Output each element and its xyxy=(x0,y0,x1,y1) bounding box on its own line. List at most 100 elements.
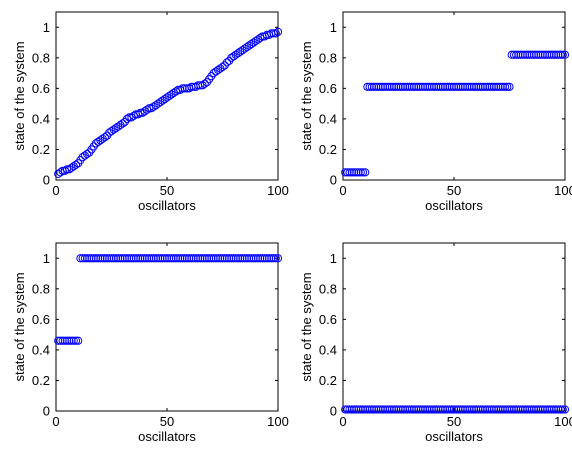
data-point xyxy=(198,254,207,263)
y-tick-label: 1 xyxy=(43,251,50,266)
data-point xyxy=(174,254,183,263)
data-point xyxy=(273,254,283,263)
y-tick-label: 0.2 xyxy=(32,142,50,157)
data-point xyxy=(258,254,267,263)
data-point xyxy=(425,405,434,414)
data-point xyxy=(383,82,392,91)
data-point xyxy=(341,405,350,414)
data-point xyxy=(529,405,539,414)
data-point xyxy=(142,254,152,263)
data-point xyxy=(127,254,136,263)
data-point xyxy=(372,405,381,414)
data-point xyxy=(425,82,434,91)
x-tick-label: 0 xyxy=(339,414,346,429)
x-tick-label: 100 xyxy=(554,183,572,198)
data-point xyxy=(498,405,507,414)
x-tick-label: 100 xyxy=(267,414,289,429)
y-tick-label: 0 xyxy=(330,173,337,188)
data-point xyxy=(394,405,403,414)
data-point xyxy=(545,405,554,414)
data-point xyxy=(507,405,516,414)
data-point xyxy=(418,405,428,414)
data-point xyxy=(392,82,401,91)
data-point xyxy=(111,254,121,263)
data-point xyxy=(483,405,492,414)
data-point xyxy=(412,82,421,91)
data-point xyxy=(389,405,399,414)
data-point xyxy=(467,405,476,414)
data-point xyxy=(180,254,189,263)
data-point xyxy=(443,82,452,91)
data-point xyxy=(405,82,414,91)
data-point xyxy=(503,405,512,414)
tick-group: 0 50 100 0 0.2 0.4 0.6 0.8 1 xyxy=(32,12,289,198)
data-point xyxy=(240,254,249,263)
data-point xyxy=(409,405,419,414)
data-point xyxy=(447,405,456,414)
data-point xyxy=(547,50,556,59)
data-point xyxy=(472,405,481,414)
data-point xyxy=(554,405,563,414)
data-point xyxy=(107,254,116,263)
data-point xyxy=(209,254,218,263)
y-axis-label: state of the system xyxy=(12,41,27,150)
data-point xyxy=(376,405,385,414)
axes-frame xyxy=(342,242,566,412)
marker-group xyxy=(54,27,283,178)
data-point xyxy=(229,254,238,263)
data-point xyxy=(256,254,265,263)
data-point xyxy=(82,254,92,263)
data-point xyxy=(532,405,541,414)
y-tick-label: 0.6 xyxy=(319,312,337,327)
data-point xyxy=(80,254,89,263)
data-point xyxy=(434,405,443,414)
data-point xyxy=(387,405,396,414)
data-point xyxy=(429,82,439,91)
data-point xyxy=(131,254,141,263)
subplot-1: 0 50 100 0 0.2 0.4 0.6 0.8 1 oscillators state o… xyxy=(12,11,289,213)
data-point xyxy=(233,254,243,263)
data-point xyxy=(389,82,399,91)
data-point xyxy=(469,82,479,91)
data-point xyxy=(134,254,143,263)
data-point xyxy=(403,405,412,414)
data-point xyxy=(432,82,441,91)
data-point xyxy=(262,254,271,263)
subplot-3: 0 50 100 0 0.2 0.4 0.6 0.8 1 oscillators state o… xyxy=(12,242,289,444)
data-point xyxy=(105,254,114,263)
data-point xyxy=(140,254,149,263)
y-tick-label: 1 xyxy=(330,20,337,35)
data-point xyxy=(549,405,559,414)
data-point xyxy=(193,254,203,263)
data-point xyxy=(350,168,359,177)
data-point xyxy=(552,50,561,59)
data-point xyxy=(69,336,78,345)
data-point xyxy=(407,405,416,414)
data-point xyxy=(96,254,105,263)
tick-group: 0 50 100 0 0.2 0.4 0.6 0.8 1 xyxy=(319,12,572,198)
data-point xyxy=(487,405,496,414)
data-point xyxy=(500,405,510,414)
data-point xyxy=(207,254,216,263)
data-point xyxy=(156,254,165,263)
data-point xyxy=(367,405,376,414)
data-point xyxy=(478,82,487,91)
data-point xyxy=(222,58,232,67)
data-point xyxy=(556,405,565,414)
data-point xyxy=(160,254,169,263)
data-point xyxy=(196,81,205,90)
data-point xyxy=(343,405,352,414)
data-point xyxy=(512,405,521,414)
data-point xyxy=(245,254,254,263)
data-point xyxy=(82,149,92,159)
data-point xyxy=(260,254,269,263)
data-point xyxy=(527,405,536,414)
data-point xyxy=(396,82,405,91)
data-point xyxy=(271,254,280,263)
data-point xyxy=(514,405,523,414)
axes-frame xyxy=(55,242,279,412)
data-point xyxy=(125,113,134,122)
data-point xyxy=(452,82,461,91)
data-point xyxy=(556,50,565,59)
data-point xyxy=(356,168,365,177)
